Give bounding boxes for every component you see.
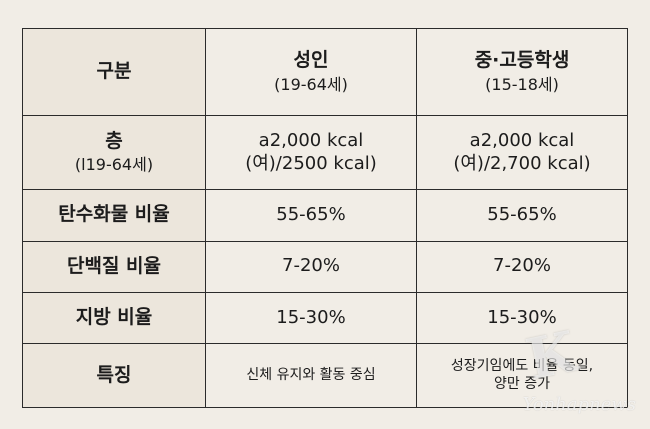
feature-teen-line-1: 성장기임에도 비율 동일, xyxy=(450,358,594,375)
carb-adult-value: 55-65% xyxy=(276,204,346,226)
table-row-fat: 지방 비율 15-30% 15-30% xyxy=(22,291,628,345)
fat-label-cell: 지방 비율 xyxy=(22,291,206,345)
feature-adult-cell: 신체 유지와 활동 중심 xyxy=(205,343,417,408)
header-adult-cell: 성인 (19-64세) xyxy=(205,28,417,116)
carb-label: 탄수화물 비율 xyxy=(58,203,170,226)
energy-teen-line-2: (여)/2,700 kcal) xyxy=(453,152,591,174)
energy-label-sub: (l19-64세) xyxy=(74,155,154,175)
carb-label-cell: 탄수화물 비율 xyxy=(22,189,206,242)
energy-adult-line-1: a2,000 kcal xyxy=(258,130,364,152)
fat-adult-cell: 15-30% xyxy=(205,291,417,345)
header-teen-cell: 중·고등학생 (15-18세) xyxy=(416,28,628,116)
protein-adult-value: 7-20% xyxy=(282,255,340,277)
table-row-protein: 단백질 비율 7-20% 7-20% xyxy=(22,240,628,293)
table-header-row: 구분 성인 (19-64세) 중·고등학생 (15-18세) xyxy=(22,28,628,116)
header-teen-title: 중·고등학생 xyxy=(474,49,570,72)
header-adult-title: 성인 xyxy=(293,49,329,72)
nutrition-table-container: 구분 성인 (19-64세) 중·고등학생 (15-18세) 층 (l19-64… xyxy=(22,28,628,408)
fat-teen-cell: 15-30% xyxy=(416,291,628,345)
protein-teen-cell: 7-20% xyxy=(416,240,628,293)
fat-teen-value: 15-30% xyxy=(487,306,557,328)
watermark-text: Yonhapnews xyxy=(522,394,636,415)
protein-adult-cell: 7-20% xyxy=(205,240,417,293)
energy-adult-line-2: (여)/2500 kcal) xyxy=(245,152,377,174)
feature-teen-cell: 성장기임에도 비율 동일, 양만 증가 xyxy=(416,343,628,408)
feature-adult-value: 신체 유지와 활동 중심 xyxy=(246,366,376,383)
table-row-carbohydrate: 탄수화물 비율 55-65% 55-65% xyxy=(22,189,628,242)
energy-label: 층 xyxy=(105,129,123,152)
energy-adult-cell: a2,000 kcal (여)/2500 kcal) xyxy=(205,114,417,191)
energy-label-cell: 층 (l19-64세) xyxy=(22,114,206,191)
fat-adult-value: 15-30% xyxy=(276,306,346,328)
header-label: 구분 xyxy=(96,60,132,83)
nutrition-table: 구분 성인 (19-64세) 중·고등학생 (15-18세) 층 (l19-64… xyxy=(22,28,628,408)
energy-teen-line-1: a2,000 kcal xyxy=(469,130,575,152)
header-label-cell: 구분 xyxy=(22,28,206,116)
feature-label-cell: 특징 xyxy=(22,343,206,408)
carb-teen-value: 55-65% xyxy=(487,204,557,226)
fat-label: 지방 비율 xyxy=(75,306,153,329)
protein-teen-value: 7-20% xyxy=(493,255,551,277)
header-adult-sub: (19-64세) xyxy=(274,74,348,94)
table-row-feature: 특징 신체 유지와 활동 중심 성장기임에도 비율 동일, 양만 증가 xyxy=(22,343,628,408)
carb-adult-cell: 55-65% xyxy=(205,189,417,242)
feature-label: 특징 xyxy=(96,363,132,386)
feature-teen-line-2: 양만 증가 xyxy=(494,375,550,392)
carb-teen-cell: 55-65% xyxy=(416,189,628,242)
table-row-energy: 층 (l19-64세) a2,000 kcal (여)/2500 kcal) a… xyxy=(22,114,628,191)
protein-label-cell: 단백질 비율 xyxy=(22,240,206,293)
energy-teen-cell: a2,000 kcal (여)/2,700 kcal) xyxy=(416,114,628,191)
protein-label: 단백질 비율 xyxy=(66,254,161,277)
header-teen-sub: (15-18세) xyxy=(485,74,559,94)
